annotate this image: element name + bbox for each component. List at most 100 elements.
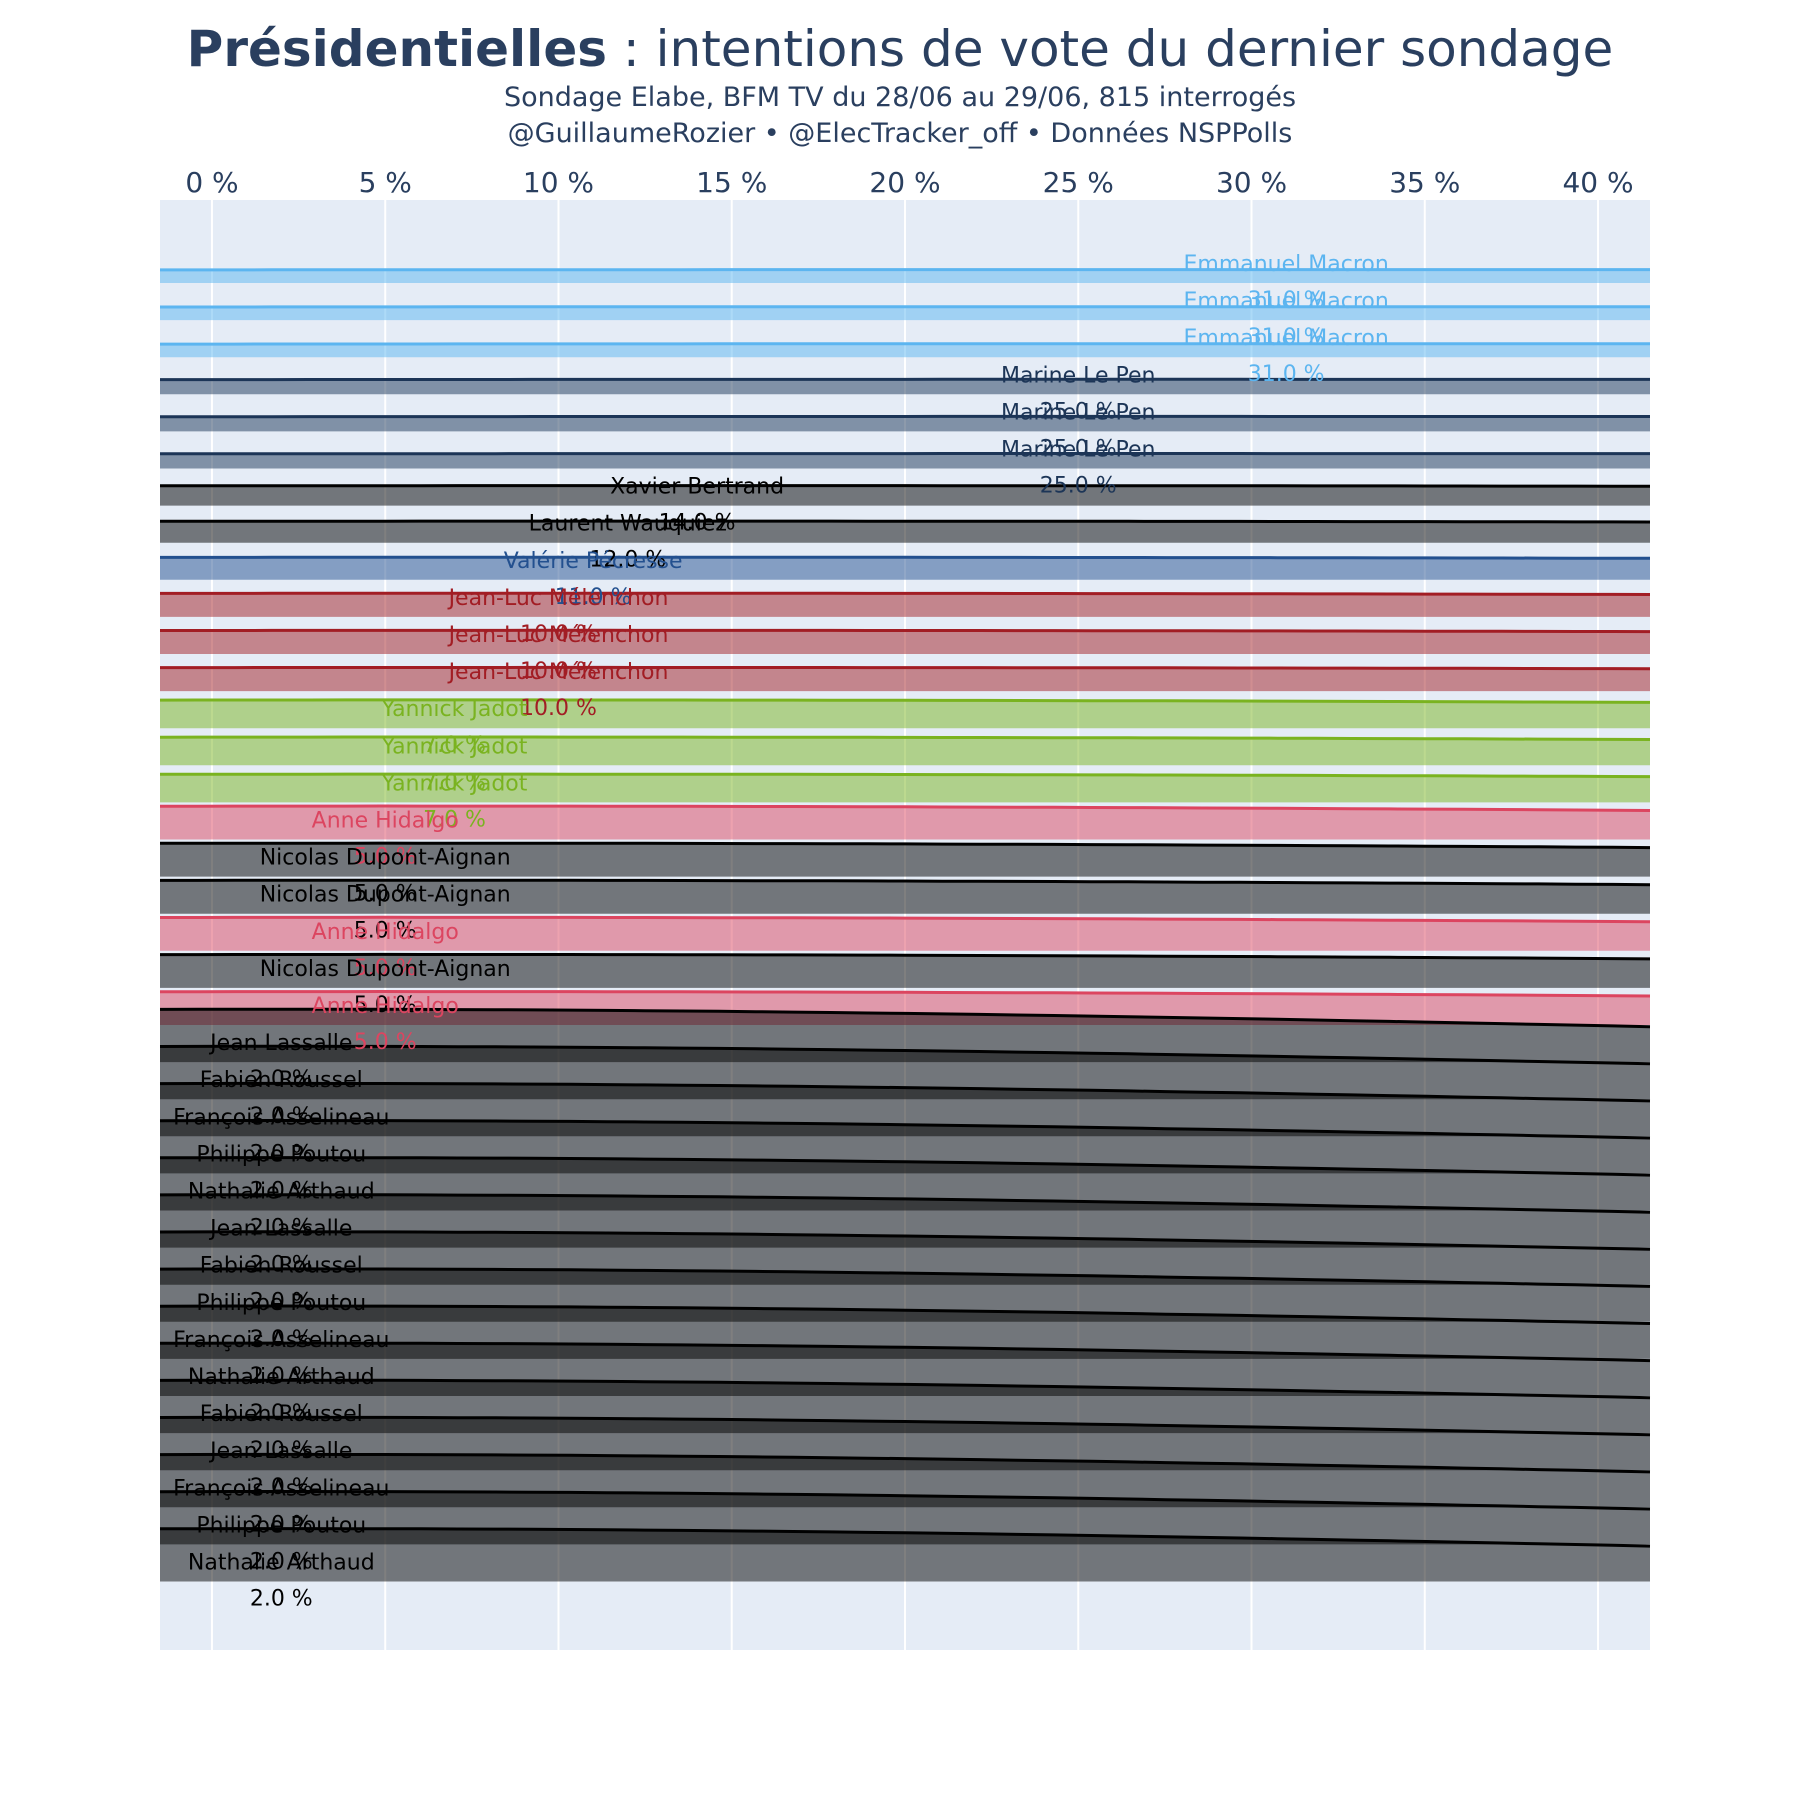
x-tick-label: 25 % [1043, 166, 1114, 199]
ridge-fill [160, 699, 1650, 729]
candidate-label: Nathalie Arthaud [188, 1551, 375, 1576]
value-label: 7.0 % [423, 770, 486, 795]
candidate-label: Marine Le Pen [1001, 400, 1155, 425]
ridge-line [159, 1044, 1651, 1066]
ridge-line [160, 915, 1651, 924]
chart-title: Présidentielles : intentions de vote du … [0, 18, 1800, 80]
candidate-label: Fabien Roussel [200, 1402, 363, 1427]
ridge-fill [160, 269, 1650, 283]
ridge-line [160, 628, 1651, 634]
ridge-line [160, 952, 1651, 961]
value-label: 25.0 % [1040, 474, 1117, 499]
value-label: 5.0 % [354, 845, 417, 870]
chart-title-rest: : intentions de vote du dernier sondage [606, 20, 1614, 78]
ridge-line [159, 1007, 1651, 1029]
value-label: 31.0 % [1248, 362, 1325, 387]
ridge-fill [160, 521, 1650, 543]
value-label: 2.0 % [250, 1216, 313, 1241]
x-tick-label: 30 % [1216, 166, 1287, 199]
ridge-line [160, 878, 1651, 887]
chart-header: Présidentielles : intentions de vote du … [0, 0, 1800, 152]
candidate-label: Anne Hidalgo [312, 809, 459, 834]
candidate-label: Nicolas Dupont-Aignan [260, 957, 511, 982]
ridge-fill [160, 954, 1650, 988]
candidate-label: Emmanuel Macron [1184, 252, 1389, 277]
candidate-label: Jean Lassalle [208, 1217, 352, 1242]
candidate-label: Jean-Luc Mélenchon [447, 586, 669, 611]
ridge-fill [160, 774, 1650, 803]
value-label: 25.0 % [1040, 399, 1117, 424]
value-label: 5.0 % [354, 993, 417, 1018]
candidate-label: Valérie Pécresse [504, 549, 683, 574]
candidate-label: Emmanuel Macron [1184, 289, 1389, 314]
candidate-label: Jean-Luc Mélenchon [447, 660, 669, 685]
value-label: 2.0 % [250, 1067, 313, 1092]
candidate-label: Emmanuel Macron [1184, 326, 1389, 351]
ridge-fill [160, 343, 1650, 358]
value-label: 2.0 % [250, 1253, 313, 1278]
value-label: 5.0 % [354, 919, 417, 944]
candidate-label: Fabien Roussel [200, 1068, 363, 1093]
ridge-line [160, 665, 1651, 671]
value-label: 2.0 % [250, 1104, 313, 1129]
ridge-fill [160, 593, 1650, 617]
x-tick-label: 15 % [696, 166, 767, 199]
ridge-fill [160, 880, 1650, 914]
candidate-label: Nathalie Arthaud [188, 1365, 375, 1390]
ridge-line [159, 1081, 1651, 1103]
candidate-label: Laurent Wauquiez [529, 512, 727, 537]
x-tick-label: 40 % [1562, 166, 1633, 199]
candidate-label: Nicolas Dupont-Aignan [260, 846, 511, 871]
value-label: 31.0 % [1248, 288, 1325, 313]
candidate-label: Fabien Roussel [200, 1254, 363, 1279]
x-tick-label: 0 % [185, 166, 238, 199]
ridge-line [159, 1378, 1651, 1400]
value-label: 5.0 % [354, 1030, 417, 1055]
ridge-line [159, 1452, 1651, 1474]
ridge-line [159, 698, 1651, 704]
value-label: 2.0 % [250, 1512, 313, 1537]
ridge-line [159, 735, 1651, 741]
ridge-fill [160, 917, 1650, 951]
value-label: 25.0 % [1040, 436, 1117, 461]
value-label: 10.0 % [520, 696, 597, 721]
ridge-line [159, 1415, 1651, 1437]
ridge-fill [160, 737, 1650, 766]
ridge-fill [160, 843, 1650, 877]
ridge-line [159, 1230, 1651, 1251]
ridge-line [159, 772, 1651, 779]
chart-subtitle-source: Sondage Elabe, BFM TV du 28/06 au 29/06,… [503, 82, 1297, 113]
value-label: 2.0 % [250, 1141, 313, 1166]
ridge-fill [160, 416, 1650, 432]
value-label: 11.0 % [555, 585, 632, 610]
ridge-line [159, 1490, 1651, 1511]
ridge-line [160, 841, 1651, 850]
candidate-label: Anne Hidalgo [312, 994, 459, 1019]
value-label: 31.0 % [1248, 325, 1325, 350]
ridge-fill [160, 667, 1650, 692]
value-label: 7.0 % [423, 807, 486, 832]
candidate-label: Philippe Poutou [196, 1513, 366, 1538]
candidate-label: Jean Lassalle [208, 1031, 352, 1056]
ridge-line [159, 1156, 1651, 1177]
candidate-label: Yannick Jadot [381, 734, 528, 759]
candidate-label: François Asselineau [173, 1105, 389, 1130]
value-label: 2.0 % [250, 1178, 313, 1203]
candidate-label: Yannick Jadot [381, 697, 528, 722]
x-tick-label: 20 % [869, 166, 940, 199]
value-label: 2.0 % [250, 1327, 313, 1352]
ridge-fill [160, 379, 1650, 395]
ridge-fill [160, 557, 1650, 580]
candidate-label: Anne Hidalgo [312, 920, 459, 945]
ridge-fill [160, 806, 1650, 840]
ridge-line [159, 1341, 1651, 1363]
ridge-line [159, 1527, 1651, 1548]
ridge-line [160, 804, 1651, 812]
candidate-label: Philippe Poutou [196, 1291, 366, 1316]
ridge-line [160, 555, 1651, 560]
x-tick-label: 35 % [1389, 166, 1460, 199]
value-label: 2.0 % [250, 1401, 313, 1426]
ridge-line [159, 1193, 1651, 1214]
